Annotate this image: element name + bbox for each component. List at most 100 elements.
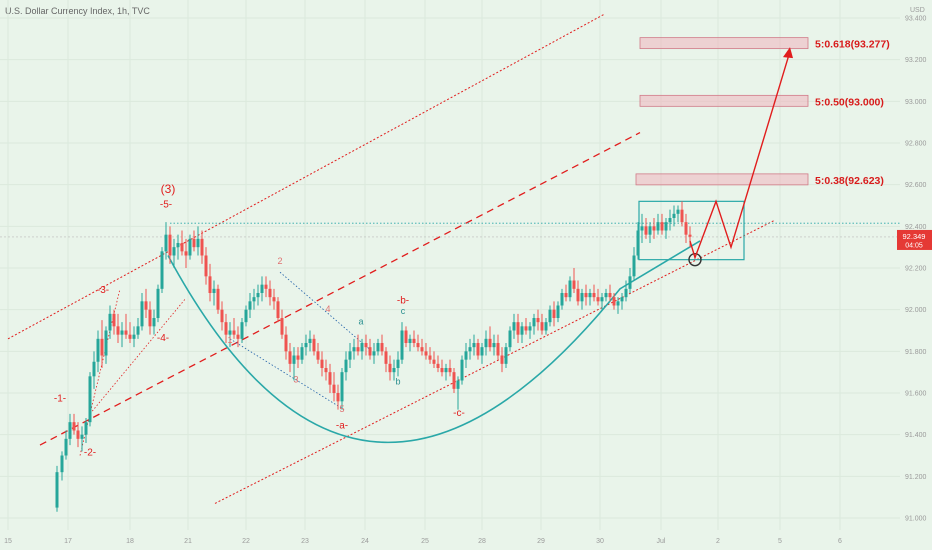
candle-body: [68, 422, 72, 439]
fib-level-label: 5:0.50(93.000): [815, 96, 884, 108]
candle: [584, 284, 588, 306]
candle-body: [540, 322, 544, 331]
candle-body: [616, 301, 620, 306]
candle-body: [388, 363, 392, 373]
candle: [80, 426, 84, 452]
candle: [504, 343, 508, 368]
candle: [356, 334, 360, 356]
time-axis[interactable]: 15 17 18 21 22 23 24 25 28 29 30 Jul 2 5 6: [4, 538, 842, 545]
candle-body: [172, 247, 176, 256]
minor-wave-label: c: [401, 306, 406, 316]
candle: [428, 347, 432, 364]
candle-body: [668, 218, 672, 223]
price-tick: 91.000: [905, 516, 927, 523]
candle: [284, 326, 288, 360]
candle: [500, 347, 504, 373]
candle: [64, 430, 68, 460]
candle-body: [304, 343, 308, 348]
price-tick: 91.600: [905, 391, 927, 398]
candle-body: [260, 284, 264, 293]
drawings: [0, 13, 900, 504]
candle: [600, 293, 604, 310]
lower-channel-line: [214, 219, 776, 504]
candle: [516, 313, 520, 343]
candle-body: [656, 222, 660, 231]
price-tick: 92.800: [905, 141, 927, 148]
candle: [120, 322, 124, 348]
candle-body: [556, 305, 560, 318]
candle-body: [632, 255, 636, 277]
candle-body: [356, 347, 360, 352]
price-tick: 91.200: [905, 474, 927, 481]
candle: [652, 218, 656, 239]
candle-body: [548, 309, 552, 323]
candle: [180, 230, 184, 256]
candle: [336, 384, 340, 410]
candle-body: [344, 359, 348, 373]
candle: [440, 359, 444, 377]
candle-body: [128, 334, 132, 339]
candle-body: [448, 368, 452, 373]
time-tick: 17: [64, 538, 72, 545]
candle: [308, 330, 312, 352]
candle-body: [568, 280, 572, 298]
candle: [676, 205, 680, 223]
price-tick: 92.000: [905, 307, 927, 314]
wave-label: -5-: [160, 200, 172, 211]
grid: [0, 0, 900, 530]
candle-body: [624, 288, 628, 298]
candle: [172, 238, 176, 268]
time-tick: 5: [778, 538, 782, 545]
candle-body: [520, 326, 524, 335]
candle-body: [264, 284, 268, 289]
candle: [488, 326, 492, 352]
wave-label: -2-: [84, 448, 96, 459]
candle-body: [580, 293, 584, 302]
candle-body: [112, 313, 116, 327]
candle-body: [352, 347, 356, 352]
candle: [412, 330, 416, 348]
candle-body: [392, 368, 396, 373]
candle: [528, 322, 532, 339]
wave-label: -1-: [54, 393, 66, 404]
candle-body: [684, 222, 688, 235]
candle: [188, 234, 192, 260]
candle: [684, 213, 688, 243]
candle-body: [516, 322, 520, 335]
candle-body: [508, 330, 512, 348]
candle: [344, 351, 348, 381]
candle: [456, 376, 460, 410]
time-tick: Jul: [657, 538, 666, 545]
candle-body: [664, 222, 668, 231]
candle: [424, 343, 428, 360]
candle: [184, 238, 188, 268]
candle-body: [232, 330, 236, 335]
candle: [60, 451, 64, 481]
candle: [240, 318, 244, 343]
price-tick: 91.400: [905, 432, 927, 439]
candle: [364, 334, 368, 356]
candle-body: [408, 338, 412, 343]
candle-body: [224, 322, 228, 335]
candle: [84, 418, 88, 443]
candle-body: [420, 347, 424, 352]
candle-body: [436, 363, 440, 368]
candle-body: [312, 338, 316, 352]
candle-body: [244, 309, 248, 323]
candle: [104, 326, 108, 364]
candle: [636, 222, 640, 260]
candle-body: [592, 293, 596, 298]
candle-body: [400, 330, 404, 360]
candle-body: [368, 347, 372, 356]
candle: [128, 322, 132, 343]
candle-body: [492, 343, 496, 348]
price-axis[interactable]: 93.400 93.200 93.000 92.800 92.600 92.400 92.2…: [897, 7, 932, 523]
candle-body: [552, 309, 556, 318]
candle: [256, 284, 260, 306]
time-tick: 23: [301, 538, 309, 545]
time-tick: 6: [838, 538, 842, 545]
candle: [376, 338, 380, 356]
candle-body: [348, 351, 352, 360]
candle-body: [212, 288, 216, 293]
